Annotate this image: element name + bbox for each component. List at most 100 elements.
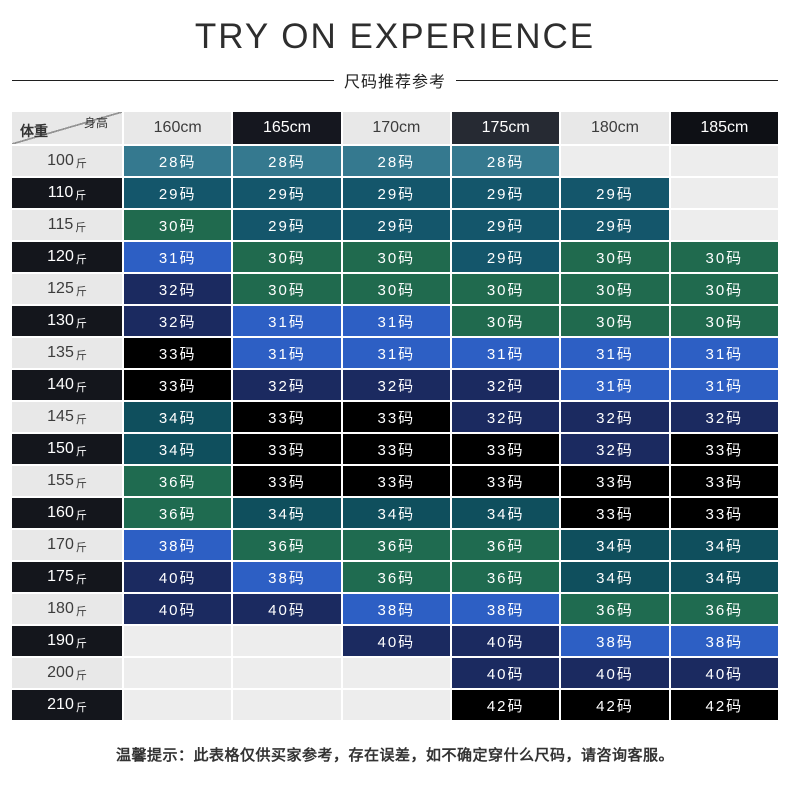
weight-value: 170: [47, 536, 74, 553]
size-cell: 33码: [124, 338, 232, 368]
size-cell: 32码: [452, 402, 560, 432]
size-cell: 29码: [561, 210, 669, 240]
weight-unit: 斤: [75, 605, 87, 618]
size-cell: 33码: [561, 498, 669, 528]
footer-note: 温馨提示：此表格仅供买家参考，存在误差，如不确定穿什么尺码，请咨询客服。: [115, 747, 674, 764]
weight-unit: 斤: [75, 541, 87, 554]
size-cell: 40码: [452, 626, 560, 656]
weight-value: 160: [47, 504, 74, 521]
size-cell: 31码: [342, 306, 450, 336]
size-cell: 30码: [670, 242, 778, 272]
size-cell: 33码: [670, 498, 778, 528]
size-cell: 32码: [342, 370, 450, 400]
weight-cell: 155 斤: [12, 466, 122, 496]
empty-cell: [670, 210, 778, 240]
size-cell: 31码: [233, 338, 341, 368]
size-cell: 29码: [342, 178, 450, 208]
size-table: 身高 体重 160cm 165cm 170cm 175cm 180cm 185cm 100 斤 28…: [12, 112, 778, 720]
size-cell: 40码: [670, 658, 778, 688]
weight-unit: 斤: [75, 413, 87, 426]
size-cell: 31码: [670, 338, 778, 368]
height-header: 185cm: [670, 112, 778, 144]
height-header: 160cm: [124, 112, 232, 144]
size-cell: 29码: [452, 178, 560, 208]
size-cell: 34码: [561, 562, 669, 592]
subtitle: 尺码推荐参考: [344, 74, 447, 91]
size-cell: 42码: [561, 690, 669, 720]
divider-line-right: [456, 79, 779, 81]
weight-cell: 145 斤: [12, 402, 122, 432]
weight-cell: 200 斤: [12, 658, 122, 688]
weight-unit: 斤: [75, 445, 87, 458]
size-cell: 34码: [342, 498, 450, 528]
size-cell: 31码: [452, 338, 560, 368]
weight-unit: 斤: [75, 221, 87, 234]
size-cell: 34码: [124, 434, 232, 464]
size-cell: 31码: [561, 370, 669, 400]
empty-cell: [124, 690, 232, 720]
weight-cell: 130 斤: [12, 306, 122, 336]
size-cell: 33码: [233, 402, 341, 432]
empty-cell: [233, 626, 341, 656]
size-cell: 33码: [452, 466, 560, 496]
weight-value: 150: [47, 440, 74, 457]
weight-unit: 斤: [75, 509, 87, 522]
subtitle-divider: 尺码推荐参考: [12, 70, 779, 91]
weight-unit: 斤: [75, 381, 87, 394]
weight-value: 155: [47, 472, 74, 489]
size-cell: 38码: [561, 626, 669, 656]
size-cell: 32码: [233, 370, 341, 400]
weight-value: 110: [47, 184, 74, 201]
size-cell: 30码: [233, 242, 341, 272]
weight-value: 125: [47, 280, 74, 297]
corner-label-height: 身高: [83, 116, 108, 130]
size-cell: 33码: [233, 466, 341, 496]
size-cell: 40码: [452, 658, 560, 688]
corner-label-weight: 体重: [20, 123, 48, 139]
size-cell: 30码: [561, 306, 669, 336]
weight-unit: 斤: [75, 637, 87, 650]
weight-cell: 180 斤: [12, 594, 122, 624]
weight-unit: 斤: [75, 669, 87, 682]
size-cell: 32码: [561, 434, 669, 464]
size-cell: 33码: [670, 466, 778, 496]
size-cell: 32码: [452, 370, 560, 400]
size-cell: 40码: [124, 562, 232, 592]
size-cell: 30码: [452, 306, 560, 336]
weight-value: 210: [47, 696, 74, 713]
size-cell: 36码: [233, 530, 341, 560]
size-cell: 30码: [233, 274, 341, 304]
weight-value: 135: [47, 344, 74, 361]
weight-unit: 斤: [75, 189, 87, 202]
size-cell: 30码: [342, 242, 450, 272]
weight-value: 115: [47, 216, 74, 233]
weight-value: 175: [47, 568, 74, 585]
weight-cell: 140 斤: [12, 370, 122, 400]
size-cell: 40码: [561, 658, 669, 688]
height-header: 180cm: [561, 112, 669, 144]
empty-cell: [670, 146, 778, 176]
size-cell: 34码: [452, 498, 560, 528]
weight-unit: 斤: [75, 285, 87, 298]
size-cell: 38码: [452, 594, 560, 624]
empty-cell: [124, 658, 232, 688]
size-cell: 31码: [670, 370, 778, 400]
weight-value: 190: [47, 632, 74, 649]
page-title: TRY ON EXPERIENCE: [194, 17, 596, 56]
weight-value: 100: [47, 152, 74, 169]
empty-cell: [561, 146, 669, 176]
size-cell: 34码: [561, 530, 669, 560]
weight-value: 180: [47, 600, 74, 617]
empty-cell: [342, 658, 450, 688]
weight-cell: 110 斤: [12, 178, 122, 208]
size-cell: 32码: [124, 274, 232, 304]
size-cell: 28码: [342, 146, 450, 176]
size-cell: 38码: [670, 626, 778, 656]
size-cell: 28码: [124, 146, 232, 176]
weight-cell: 135 斤: [12, 338, 122, 368]
size-cell: 28码: [233, 146, 341, 176]
size-cell: 30码: [670, 274, 778, 304]
weight-cell: 175 斤: [12, 562, 122, 592]
weight-value: 145: [47, 408, 74, 425]
weight-cell: 125 斤: [12, 274, 122, 304]
